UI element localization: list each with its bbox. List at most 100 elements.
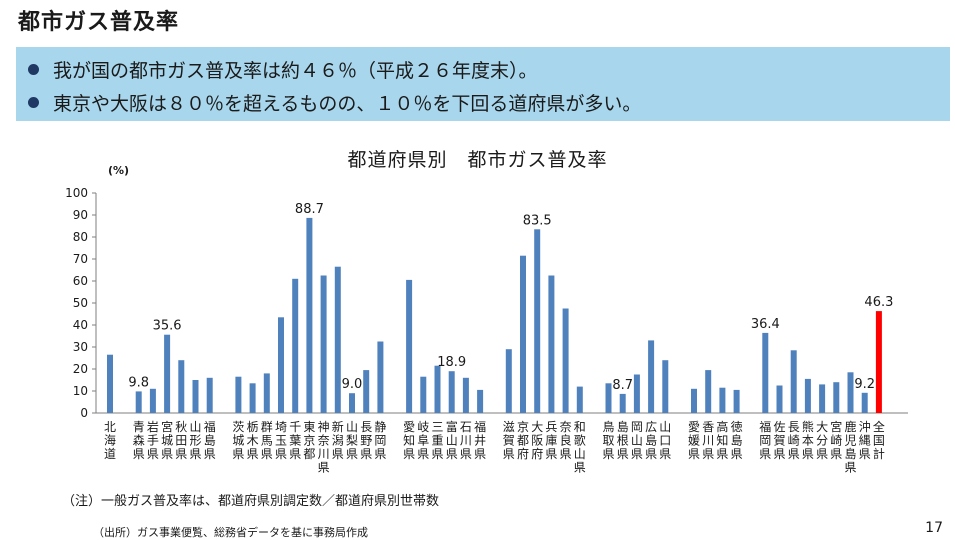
bar — [263, 373, 270, 413]
chart-note: （注）一般ガス普及率は、都道府県別調定数／都道府県別世帯数 — [62, 494, 440, 509]
bar — [562, 308, 569, 413]
x-tick-label: 静岡県 — [374, 420, 386, 461]
x-tick-label: 群馬県 — [261, 420, 273, 461]
x-tick-label: 石川県 — [460, 420, 472, 461]
data-label: 46.3 — [864, 295, 893, 310]
bar — [235, 376, 242, 413]
data-label: 83.5 — [523, 213, 552, 228]
data-label: 18.9 — [437, 355, 466, 370]
y-tick-label: 90 — [73, 208, 88, 222]
bar — [520, 255, 526, 413]
x-tick-label: 青森県 — [133, 420, 145, 461]
bar — [192, 380, 199, 413]
x-tick-label: 山口県 — [659, 420, 671, 461]
x-tick-label: 新潟県 — [332, 419, 344, 461]
bar — [505, 349, 512, 413]
bar — [861, 392, 868, 413]
x-tick-label: 島根県 — [617, 419, 629, 461]
x-tick-label: 茨城県 — [232, 420, 244, 461]
y-axis-unit: (%) — [108, 164, 130, 177]
bar — [619, 393, 626, 413]
data-label: 8.7 — [612, 378, 633, 393]
bar — [819, 384, 826, 413]
x-tick-label: 東京都 — [303, 420, 315, 461]
bar — [548, 275, 555, 413]
data-label: 36.4 — [751, 317, 780, 332]
page-number: 17 — [925, 520, 943, 536]
bar — [306, 217, 313, 413]
x-tick-label: 神奈川県 — [318, 420, 330, 475]
bar — [648, 340, 655, 413]
bar — [833, 382, 840, 413]
bar — [448, 371, 455, 413]
x-tick-label: 長野県 — [360, 420, 372, 461]
bar — [762, 332, 769, 413]
x-tick-label: 愛知県 — [403, 420, 415, 461]
x-tick-label: 山形県 — [189, 420, 201, 461]
x-tick-label: 全国計 — [873, 419, 885, 461]
x-tick-label: 岐阜県 — [417, 420, 429, 461]
bar — [363, 370, 370, 413]
x-tick-label: 福島県 — [204, 419, 216, 461]
bar — [278, 317, 284, 413]
x-tick-label: 佐賀県 — [773, 420, 785, 461]
x-tick-label: 岡山県 — [631, 420, 643, 461]
x-tick-label: 宮崎県 — [830, 419, 842, 461]
y-tick-label: 70 — [73, 252, 88, 266]
x-tick-label: 千葉県 — [289, 420, 301, 461]
bar — [776, 385, 783, 413]
data-label: 9.0 — [342, 377, 363, 392]
y-tick-label: 80 — [73, 230, 88, 244]
x-tick-label: 北海道 — [104, 420, 116, 461]
data-label: 35.6 — [153, 319, 182, 334]
bar — [605, 383, 612, 413]
x-tick-label: 京都府 — [517, 420, 529, 461]
data-label: 9.2 — [854, 377, 875, 392]
bar — [420, 376, 427, 413]
summary-banner: 我が国の都市ガス普及率は約４６％（平成２６年度末）。 東京や大阪は８０％を超える… — [16, 47, 950, 121]
bar — [334, 266, 341, 413]
bar — [178, 360, 185, 413]
bullet-item: 我が国の都市ガス普及率は約４６％（平成２６年度末）。 — [28, 56, 538, 83]
bar — [719, 387, 726, 413]
y-tick-label: 40 — [73, 318, 88, 332]
bar — [135, 391, 142, 413]
bar — [875, 311, 882, 413]
data-label: 88.7 — [295, 202, 324, 217]
x-tick-label: 埼玉県 — [275, 420, 287, 461]
x-tick-label: 岩手県 — [147, 419, 159, 461]
bar — [691, 388, 697, 413]
bar — [206, 377, 213, 413]
bar — [149, 388, 156, 413]
bar — [377, 341, 384, 413]
x-tick-label: 福岡県 — [759, 419, 771, 461]
x-tick-label: 山梨県 — [346, 420, 358, 461]
y-tick-label: 60 — [73, 274, 88, 288]
x-tick-label: 長崎県 — [788, 420, 800, 461]
bar — [790, 350, 797, 413]
x-tick-label: 富山県 — [446, 419, 458, 461]
bar — [576, 386, 583, 413]
bullet-item: 東京や大阪は８０％を超えるものの、１０％を下回る道府県が多い。 — [28, 89, 641, 116]
x-tick-label: 徳島県 — [731, 419, 743, 461]
x-tick-label: 熊本県 — [802, 419, 814, 461]
bullet-text: 東京や大阪は８０％を超えるものの、１０％を下回る道府県が多い。 — [53, 93, 642, 115]
x-tick-label: 和歌山県 — [574, 420, 586, 475]
page-title: 都市ガス普及率 — [18, 10, 180, 35]
bar — [733, 389, 740, 413]
bullet-text: 我が国の都市ガス普及率は約４６％（平成２６年度末）。 — [53, 60, 538, 82]
y-tick-label: 30 — [73, 340, 88, 354]
x-tick-label: 滋賀県 — [503, 420, 515, 461]
bar — [320, 275, 327, 413]
bar — [107, 354, 113, 413]
x-tick-label: 栃木県 — [247, 420, 259, 461]
data-label: 9.8 — [128, 375, 149, 390]
bar — [534, 229, 541, 413]
x-tick-label: 鳥取県 — [602, 419, 614, 461]
bar — [349, 393, 355, 413]
y-tick-label: 50 — [73, 296, 88, 310]
x-tick-label: 香川県 — [702, 420, 714, 461]
bar — [462, 377, 469, 413]
x-tick-label: 沖縄県 — [859, 420, 871, 461]
